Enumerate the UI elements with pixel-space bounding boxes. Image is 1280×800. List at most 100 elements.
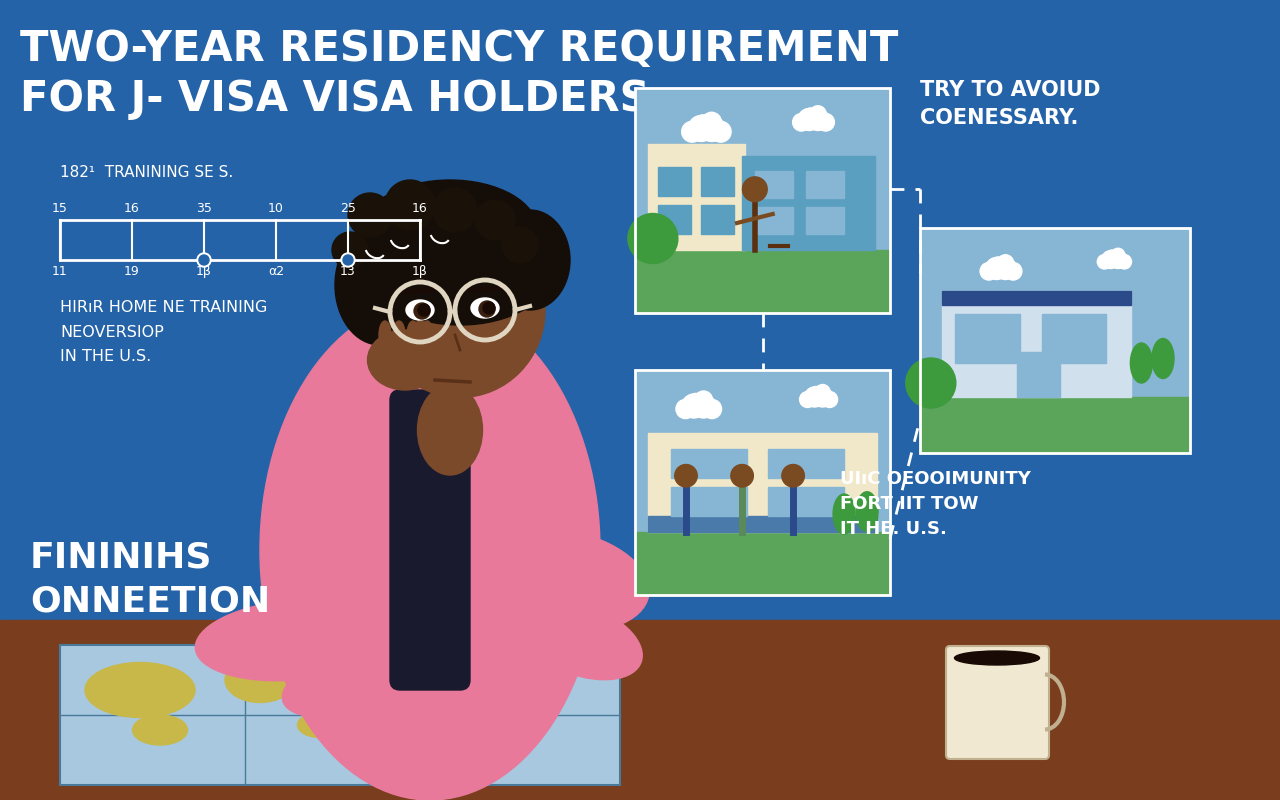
Circle shape [343, 255, 353, 265]
Text: TWO-YEAR RESIDENCY REQUIREMENT: TWO-YEAR RESIDENCY REQUIREMENT [20, 28, 899, 70]
Ellipse shape [421, 321, 433, 349]
Ellipse shape [406, 300, 434, 320]
Ellipse shape [367, 330, 443, 390]
Bar [648, 218, 658, 238]
Circle shape [687, 394, 704, 409]
Ellipse shape [260, 300, 600, 800]
Circle shape [682, 394, 707, 418]
Bar [806, 171, 844, 198]
Bar [648, 516, 877, 532]
Circle shape [1097, 254, 1112, 269]
Bar [658, 166, 691, 196]
Bar [60, 645, 620, 785]
Bar [806, 207, 844, 234]
Text: 25: 25 [340, 202, 356, 215]
Bar [671, 487, 748, 516]
Circle shape [815, 385, 831, 399]
Text: 16: 16 [124, 202, 140, 215]
Ellipse shape [413, 303, 430, 319]
Circle shape [1102, 250, 1120, 269]
Bar [942, 291, 1130, 397]
Bar [768, 487, 844, 516]
Bar [1018, 352, 1060, 397]
Ellipse shape [196, 599, 394, 681]
Circle shape [701, 112, 722, 132]
Bar [701, 205, 735, 234]
Bar [635, 370, 890, 595]
Ellipse shape [417, 385, 483, 475]
Text: HIRıR HOME NE TRAINING
NEOVERSIOP
IN THE U.S.: HIRıR HOME NE TRAINING NEOVERSIOP IN THE… [60, 300, 268, 364]
Ellipse shape [375, 222, 545, 398]
Circle shape [742, 177, 767, 202]
Bar [920, 228, 1190, 453]
Ellipse shape [367, 215, 553, 325]
Ellipse shape [955, 651, 1039, 665]
Circle shape [810, 106, 826, 122]
Bar [920, 397, 1190, 453]
Circle shape [1106, 250, 1117, 262]
Ellipse shape [84, 662, 195, 718]
Circle shape [804, 108, 818, 122]
Circle shape [906, 358, 956, 408]
Circle shape [676, 399, 695, 418]
Ellipse shape [225, 658, 294, 702]
Circle shape [997, 254, 1014, 271]
Ellipse shape [1152, 338, 1174, 378]
Circle shape [731, 465, 754, 487]
Circle shape [991, 257, 1005, 271]
Ellipse shape [407, 321, 419, 349]
Ellipse shape [490, 210, 570, 310]
Bar [742, 155, 874, 250]
Text: FOR J- VISA VISA HOLDERS: FOR J- VISA VISA HOLDERS [20, 78, 650, 120]
Text: α2: α2 [268, 265, 284, 278]
Ellipse shape [133, 715, 187, 745]
Ellipse shape [1130, 343, 1152, 383]
Circle shape [806, 109, 829, 130]
Text: 19: 19 [124, 265, 140, 278]
Circle shape [483, 302, 495, 314]
Circle shape [197, 253, 211, 267]
FancyBboxPatch shape [946, 646, 1050, 759]
Circle shape [995, 258, 1016, 279]
Bar [863, 494, 872, 512]
Circle shape [805, 387, 824, 407]
Text: 10: 10 [268, 202, 284, 215]
Bar [1138, 345, 1146, 363]
Circle shape [198, 255, 209, 265]
Circle shape [792, 114, 810, 131]
Circle shape [695, 115, 712, 132]
Text: 1β: 1β [412, 265, 428, 278]
Circle shape [782, 465, 804, 487]
Ellipse shape [393, 321, 404, 349]
Circle shape [817, 114, 835, 131]
Bar [635, 532, 890, 595]
Bar [635, 88, 890, 313]
Bar [635, 250, 890, 313]
Circle shape [695, 391, 713, 409]
Circle shape [1108, 250, 1126, 269]
Bar [635, 88, 890, 313]
Bar [920, 228, 1190, 453]
Ellipse shape [833, 494, 855, 534]
FancyBboxPatch shape [390, 390, 470, 690]
Bar [701, 166, 735, 196]
Bar [955, 314, 1020, 363]
Circle shape [800, 391, 815, 407]
Circle shape [710, 122, 731, 142]
Ellipse shape [297, 713, 343, 738]
Text: UIıC ОEOOIMUNITY
FORT IIT TOW
IT HE. U.S.: UIıC ОEOOIMUNITY FORT IIT TOW IT HE. U.S… [840, 470, 1030, 538]
Circle shape [1111, 248, 1125, 262]
Circle shape [813, 387, 832, 407]
Circle shape [340, 253, 355, 267]
Ellipse shape [362, 180, 538, 280]
Circle shape [986, 258, 1007, 279]
Circle shape [1005, 262, 1021, 280]
Text: FININIHS
ONNEETION: FININIHS ONNEETION [29, 540, 270, 619]
Bar [658, 205, 691, 234]
Bar [1042, 314, 1106, 363]
Circle shape [628, 214, 678, 263]
Bar [755, 207, 794, 234]
Bar [0, 620, 1280, 800]
Bar [840, 496, 849, 514]
Bar [1158, 341, 1167, 358]
